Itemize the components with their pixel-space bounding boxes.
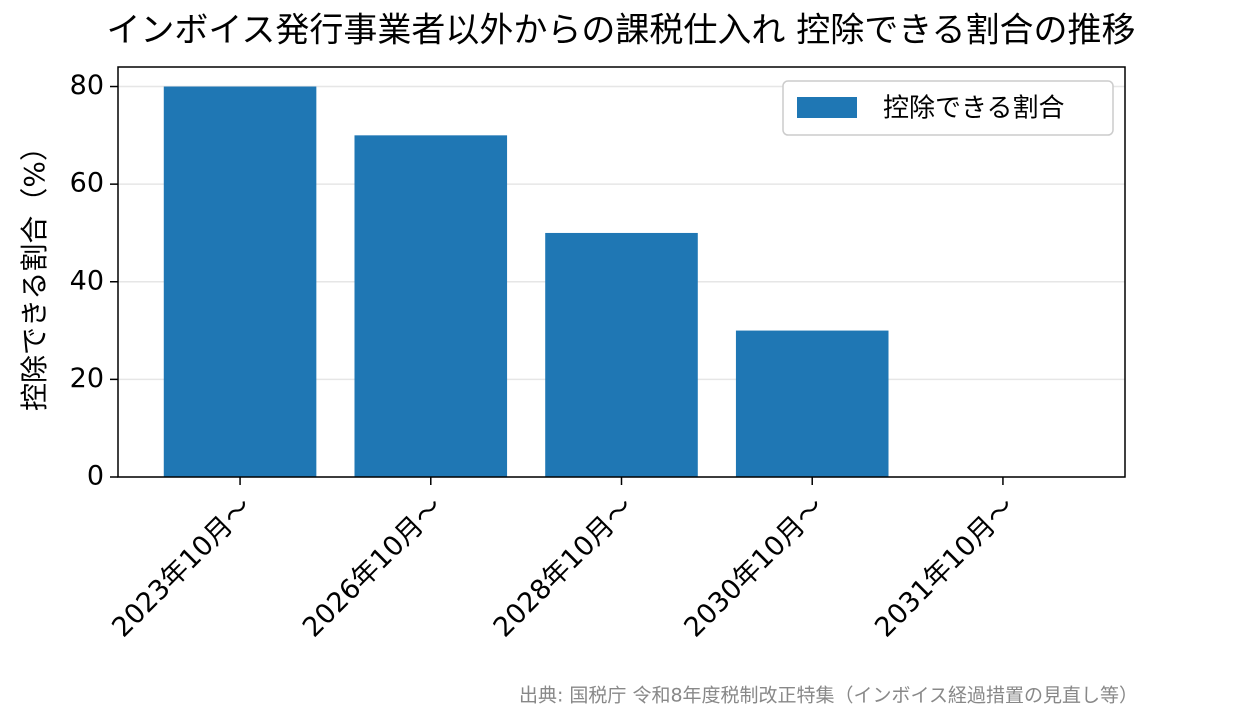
bar: [735, 330, 889, 477]
y-axis-label: 控除できる割合（%）: [18, 133, 51, 411]
source-note: 出典: 国税庁 令和8年度税制改正特集（インボイス経過措置の見直し等）: [519, 685, 1138, 707]
y-tick-label: 80: [70, 70, 104, 101]
y-tick-label: 0: [87, 461, 104, 492]
bar: [545, 232, 698, 477]
y-tick-label: 20: [70, 363, 104, 394]
legend-box: [782, 80, 1114, 136]
y-tick-label: 40: [70, 265, 104, 296]
plot-frame: [117, 66, 1126, 478]
bar: [354, 135, 508, 478]
legend-swatch: [797, 97, 857, 118]
chart-title: インボイス発行事業者以外からの課税仕入れ 控除できる割合の推移: [106, 11, 1135, 51]
bar: [163, 86, 317, 478]
y-tick-label: 60: [70, 168, 104, 199]
legend-label: 控除できる割合: [883, 94, 1064, 124]
